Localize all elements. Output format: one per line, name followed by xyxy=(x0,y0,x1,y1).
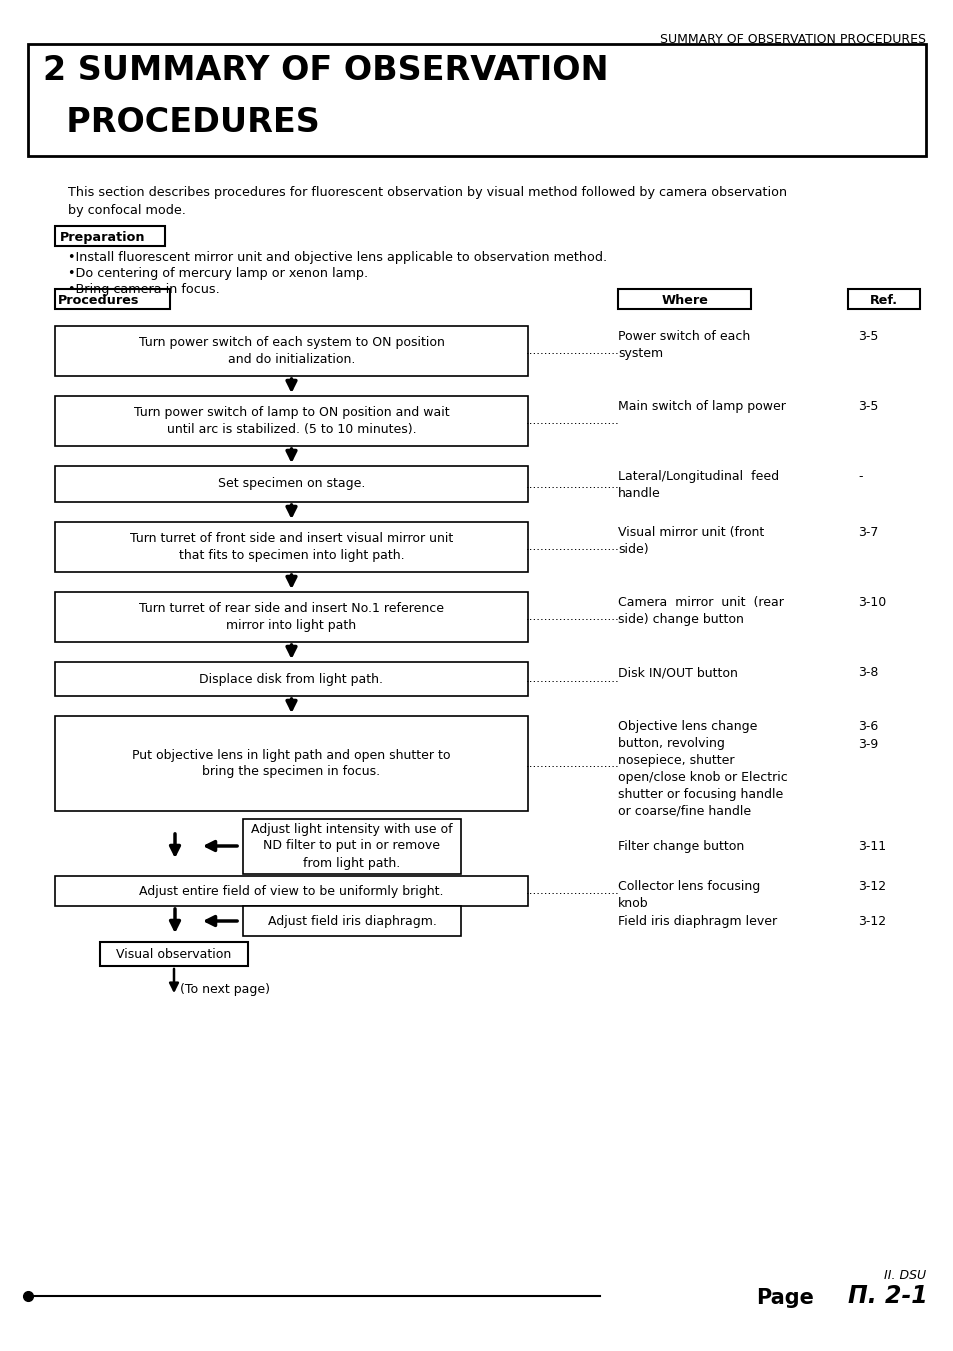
Text: SUMMARY OF OBSERVATION PROCEDURES: SUMMARY OF OBSERVATION PROCEDURES xyxy=(659,32,925,46)
Text: .........................: ......................... xyxy=(525,757,619,770)
Bar xyxy=(55,396,527,446)
Text: .........................: ......................... xyxy=(525,345,619,358)
Bar xyxy=(100,942,248,966)
Text: Objective lens change
button, revolving
nosepiece, shutter
open/close knob or El: Objective lens change button, revolving … xyxy=(618,720,787,817)
Text: 3-6
3-9: 3-6 3-9 xyxy=(857,720,878,751)
Bar xyxy=(847,289,919,309)
Text: •Bring camera in focus.: •Bring camera in focus. xyxy=(68,282,219,296)
Bar xyxy=(243,907,460,936)
Bar xyxy=(55,592,527,642)
Text: Where: Where xyxy=(660,295,708,307)
Bar xyxy=(55,326,527,376)
Text: Turn turret of front side and insert visual mirror unit
that fits to specimen in: Turn turret of front side and insert vis… xyxy=(130,532,453,562)
Text: Field iris diaphragm lever: Field iris diaphragm lever xyxy=(618,915,777,928)
Text: 3-12: 3-12 xyxy=(857,915,885,928)
Bar xyxy=(55,466,527,503)
Text: .........................: ......................... xyxy=(525,673,619,685)
Text: 3-10: 3-10 xyxy=(857,596,885,609)
Text: 3-5: 3-5 xyxy=(857,330,878,343)
Text: Preparation: Preparation xyxy=(60,231,146,245)
Text: Visual observation: Visual observation xyxy=(116,947,232,961)
Bar xyxy=(55,716,527,811)
Text: II. DSU: II. DSU xyxy=(882,1269,925,1282)
Bar xyxy=(55,875,527,907)
Text: (To next page): (To next page) xyxy=(180,984,270,997)
Text: .........................: ......................... xyxy=(525,611,619,624)
Bar xyxy=(55,289,170,309)
Bar xyxy=(243,819,460,874)
Text: Set specimen on stage.: Set specimen on stage. xyxy=(217,477,365,490)
Text: Camera  mirror  unit  (rear
side) change button: Camera mirror unit (rear side) change bu… xyxy=(618,596,783,626)
Text: .........................: ......................... xyxy=(525,477,619,490)
Text: Filter change button: Filter change button xyxy=(618,840,743,852)
Text: Procedures: Procedures xyxy=(58,295,139,307)
Text: This section describes procedures for fluorescent observation by visual method f: This section describes procedures for fl… xyxy=(68,186,786,199)
Text: Power switch of each
system: Power switch of each system xyxy=(618,330,749,359)
Text: .........................: ......................... xyxy=(525,540,619,554)
Text: Adjust light intensity with use of
ND filter to put in or remove
from light path: Adjust light intensity with use of ND fi… xyxy=(251,823,453,870)
Text: 3-7: 3-7 xyxy=(857,526,878,539)
Text: 3-12: 3-12 xyxy=(857,880,885,893)
Text: Π. 2-1: Π. 2-1 xyxy=(847,1283,926,1308)
Text: .........................: ......................... xyxy=(525,885,619,897)
Text: Ref.: Ref. xyxy=(869,295,897,307)
Text: 3-8: 3-8 xyxy=(857,666,878,680)
Text: PROCEDURES: PROCEDURES xyxy=(43,105,319,139)
Text: Turn turret of rear side and insert No.1 reference
mirror into light path: Turn turret of rear side and insert No.1… xyxy=(139,603,443,632)
Text: -: - xyxy=(857,470,862,484)
Text: Page: Page xyxy=(755,1288,813,1308)
Bar xyxy=(55,662,527,696)
Text: Lateral/Longitudinal  feed
handle: Lateral/Longitudinal feed handle xyxy=(618,470,779,500)
Text: Visual mirror unit (front
side): Visual mirror unit (front side) xyxy=(618,526,763,557)
Text: Disk IN/OUT button: Disk IN/OUT button xyxy=(618,666,737,680)
Text: 3-11: 3-11 xyxy=(857,840,885,852)
Text: 3-5: 3-5 xyxy=(857,400,878,413)
Text: Adjust entire field of view to be uniformly bright.: Adjust entire field of view to be unifor… xyxy=(139,885,443,897)
Bar xyxy=(28,45,925,155)
Text: Displace disk from light path.: Displace disk from light path. xyxy=(199,673,383,685)
Text: Turn power switch of lamp to ON position and wait
until arc is stabilized. (5 to: Turn power switch of lamp to ON position… xyxy=(133,407,449,436)
Bar xyxy=(55,226,165,246)
Text: Main switch of lamp power: Main switch of lamp power xyxy=(618,400,785,413)
Bar xyxy=(618,289,750,309)
Text: Turn power switch of each system to ON position
and do initialization.: Turn power switch of each system to ON p… xyxy=(138,336,444,366)
Text: •Do centering of mercury lamp or xenon lamp.: •Do centering of mercury lamp or xenon l… xyxy=(68,267,368,280)
Text: 2 SUMMARY OF OBSERVATION: 2 SUMMARY OF OBSERVATION xyxy=(43,54,608,86)
Text: by confocal mode.: by confocal mode. xyxy=(68,204,186,218)
Text: Adjust field iris diaphragm.: Adjust field iris diaphragm. xyxy=(267,915,436,928)
Text: Put objective lens in light path and open shutter to
bring the specimen in focus: Put objective lens in light path and ope… xyxy=(132,748,450,778)
Text: •Install fluorescent mirror unit and objective lens applicable to observation me: •Install fluorescent mirror unit and obj… xyxy=(68,251,606,263)
Bar xyxy=(55,521,527,571)
Text: .........................: ......................... xyxy=(525,415,619,427)
Text: Collector lens focusing
knob: Collector lens focusing knob xyxy=(618,880,760,911)
